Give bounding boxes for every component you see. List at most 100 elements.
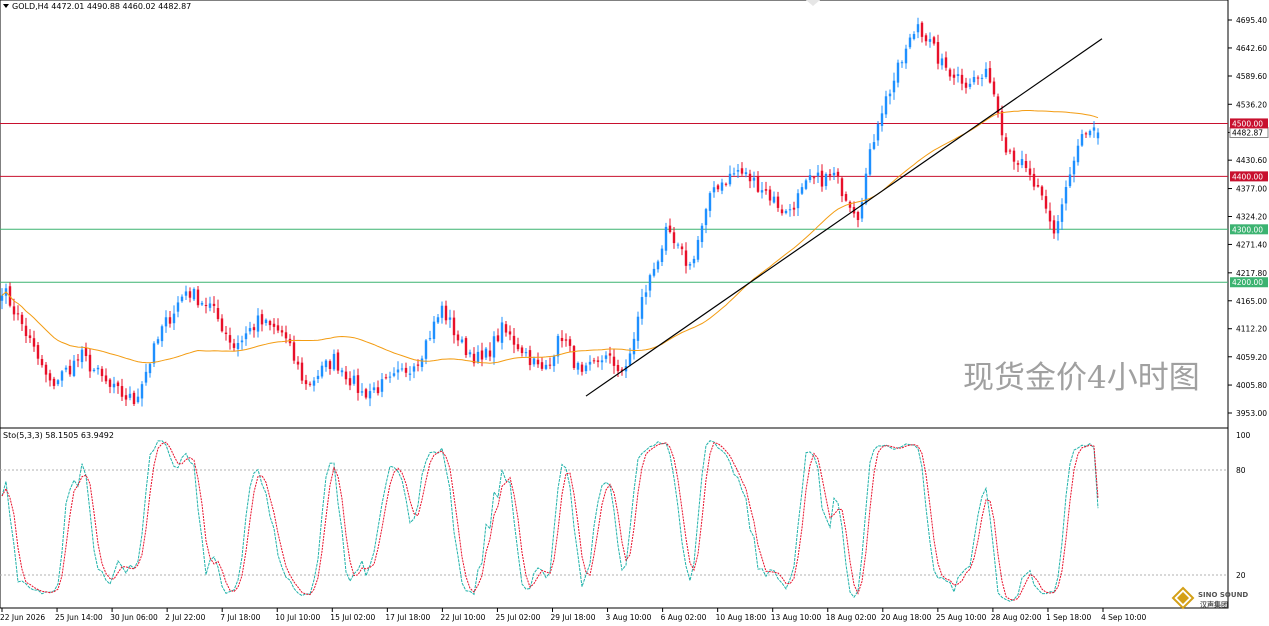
x-tick-label: 6 Aug 02:00 [661,613,707,622]
candle-body [956,74,960,77]
candle-body [832,172,836,176]
candle-body [456,334,460,341]
candle-body [232,343,236,348]
candle-body [860,202,864,219]
candle-body [600,360,604,363]
candle-body [260,314,264,325]
candle-body [700,225,704,243]
candle-body [436,317,440,323]
candle-body [596,360,600,362]
x-tick-label: 4 Sep 10:00 [1101,613,1147,622]
candle-body [676,244,680,246]
candle-body [720,182,724,191]
candle-body [336,352,340,371]
candle-body [612,356,616,366]
candle-body [828,174,832,176]
candle-body [620,369,624,372]
candle-body [488,350,492,357]
candle-body [780,209,784,214]
candle-body [256,315,260,332]
candle-body [408,373,412,375]
candle-body [1064,187,1068,204]
candle-body [912,34,916,39]
candle-body [160,326,164,342]
y-tick-label: 3953.00 [1236,409,1267,418]
candle-body [144,371,148,383]
candle-body [928,39,932,42]
candle-body [996,96,1000,114]
price-axis: 4695.404642.604589.604536.204483.004430.… [1228,16,1269,418]
candle-body [948,69,952,77]
candle-body [156,339,160,344]
trendline [585,38,1103,397]
candle-body [664,226,668,251]
candle-body [332,353,336,370]
x-tick-label: 30 Jun 06:00 [110,613,158,622]
candle-body [328,361,332,369]
candle-body [364,389,368,398]
candle-body [644,292,648,297]
symbol-dropdown-icon[interactable] [3,4,9,8]
candle-body [772,196,776,203]
y-tick-label: 4217.80 [1236,269,1267,278]
candle-body [512,335,516,345]
candle-body [116,382,120,387]
level-label-box [1230,118,1268,129]
candle-body [376,387,380,394]
y-tick-label: 4059.20 [1236,353,1267,362]
candle-body [84,347,88,357]
candle-body [920,22,924,37]
y-tick-label: 4536.20 [1236,100,1267,109]
candle-body [1048,210,1052,222]
candle-body [312,380,316,386]
candle-body [16,313,20,315]
candle-body [668,225,672,233]
candle-body [824,173,828,187]
candle-body [820,170,824,187]
candle-body [796,193,800,209]
candle-body [88,354,92,372]
candle-body [856,211,860,221]
candle-body [212,303,216,306]
candle-body [464,338,468,356]
candle-body [228,335,232,343]
candle-body [520,347,524,354]
candle-body [396,369,400,373]
candle-body [516,344,520,350]
candle-body [0,295,4,301]
candle-body [496,335,500,342]
candle-body [468,352,472,355]
candle-body [1056,221,1060,234]
candle-body [696,239,700,260]
candle-body [120,386,124,397]
candle-body [792,207,796,210]
candle-body [268,321,272,326]
candle-body [104,375,108,382]
candle-body [868,149,872,175]
x-tick-label: 10 Jul 10:00 [275,613,320,622]
candle-body [604,355,608,359]
candle-body [204,305,208,307]
candle-body [72,360,76,376]
candle-body [904,48,908,64]
candle-body [1024,160,1028,168]
candle-body [412,366,416,372]
candle-body [508,331,512,335]
logo-line1: SINO SOUND [1198,591,1248,599]
level-label-text: 4500.00 [1232,119,1263,128]
candle-body [892,80,896,93]
stoch-panel-frame [0,427,1229,609]
candle-body [812,177,816,179]
candle-body [152,343,156,364]
stoch-header: Sto(5,3,3) 58.1505 63.9492 [3,431,114,440]
candle-body [240,340,244,343]
candle-body [680,246,684,250]
y-tick-label: 4430.60 [1236,156,1267,165]
candle-body [908,37,912,48]
x-tick-label: 28 Aug 02:00 [991,613,1042,622]
candle-body [640,297,644,319]
candle-body [36,345,40,359]
candle-body [52,378,56,386]
candle-body [1060,204,1064,222]
